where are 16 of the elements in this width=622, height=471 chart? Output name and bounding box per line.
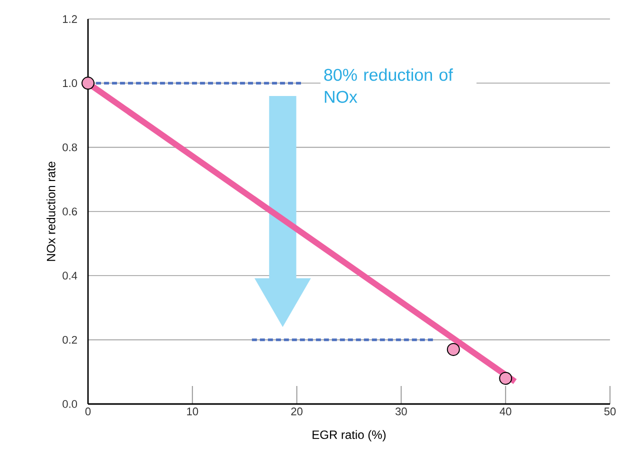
x-tick-label: 0 [85,408,91,416]
y-tick-label: 1.2 [63,15,77,23]
x-tick-label: 50 [604,408,616,416]
annotation: 80% reduction of NOx [324,68,453,103]
x-axis-title: EGR ratio (%) [312,430,386,442]
y-tick-label: 0.6 [62,208,77,216]
y-tick-label: 0.4 [62,272,78,280]
y-tick-label: 0.8 [62,143,77,152]
y-tick-label: 0.0 [62,400,78,408]
x-tick-label: 40 [500,408,512,416]
x-tick-label: 20 [291,408,302,416]
y-tick-label: 0.2 [62,336,77,344]
y-axis-title: NOx reduction rate [46,162,56,261]
y-tick-label: 1.0 [63,79,78,88]
x-tick-label: 10 [187,408,198,416]
x-tick-label: 30 [396,408,407,416]
